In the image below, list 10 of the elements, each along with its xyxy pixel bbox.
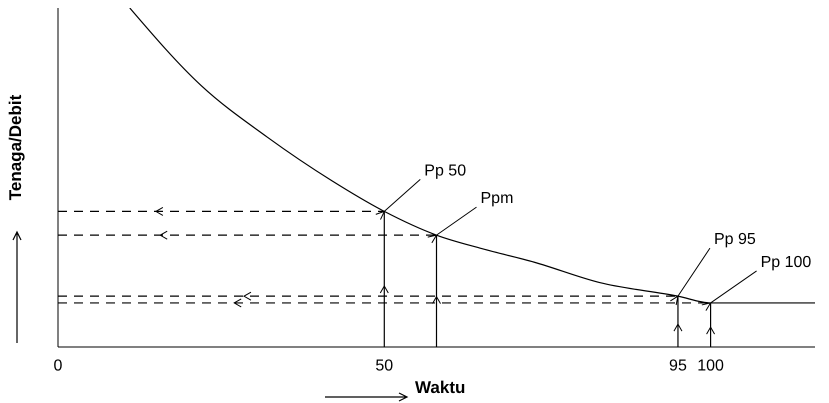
- x-tick-label: 50: [375, 357, 394, 374]
- annotation: Pp 100: [760, 254, 812, 271]
- annotation: Pp 95: [714, 231, 756, 248]
- annotation: Pp 50: [424, 162, 466, 180]
- x-tick-label: 0: [54, 357, 63, 374]
- annotation: Ppm: [480, 190, 514, 208]
- x-axis-title: Waktu: [415, 378, 466, 397]
- x-tick-label: 95: [669, 357, 687, 374]
- y-axis-title: Tenaga/Debit: [6, 94, 25, 200]
- x-tick-label: 100: [697, 357, 724, 374]
